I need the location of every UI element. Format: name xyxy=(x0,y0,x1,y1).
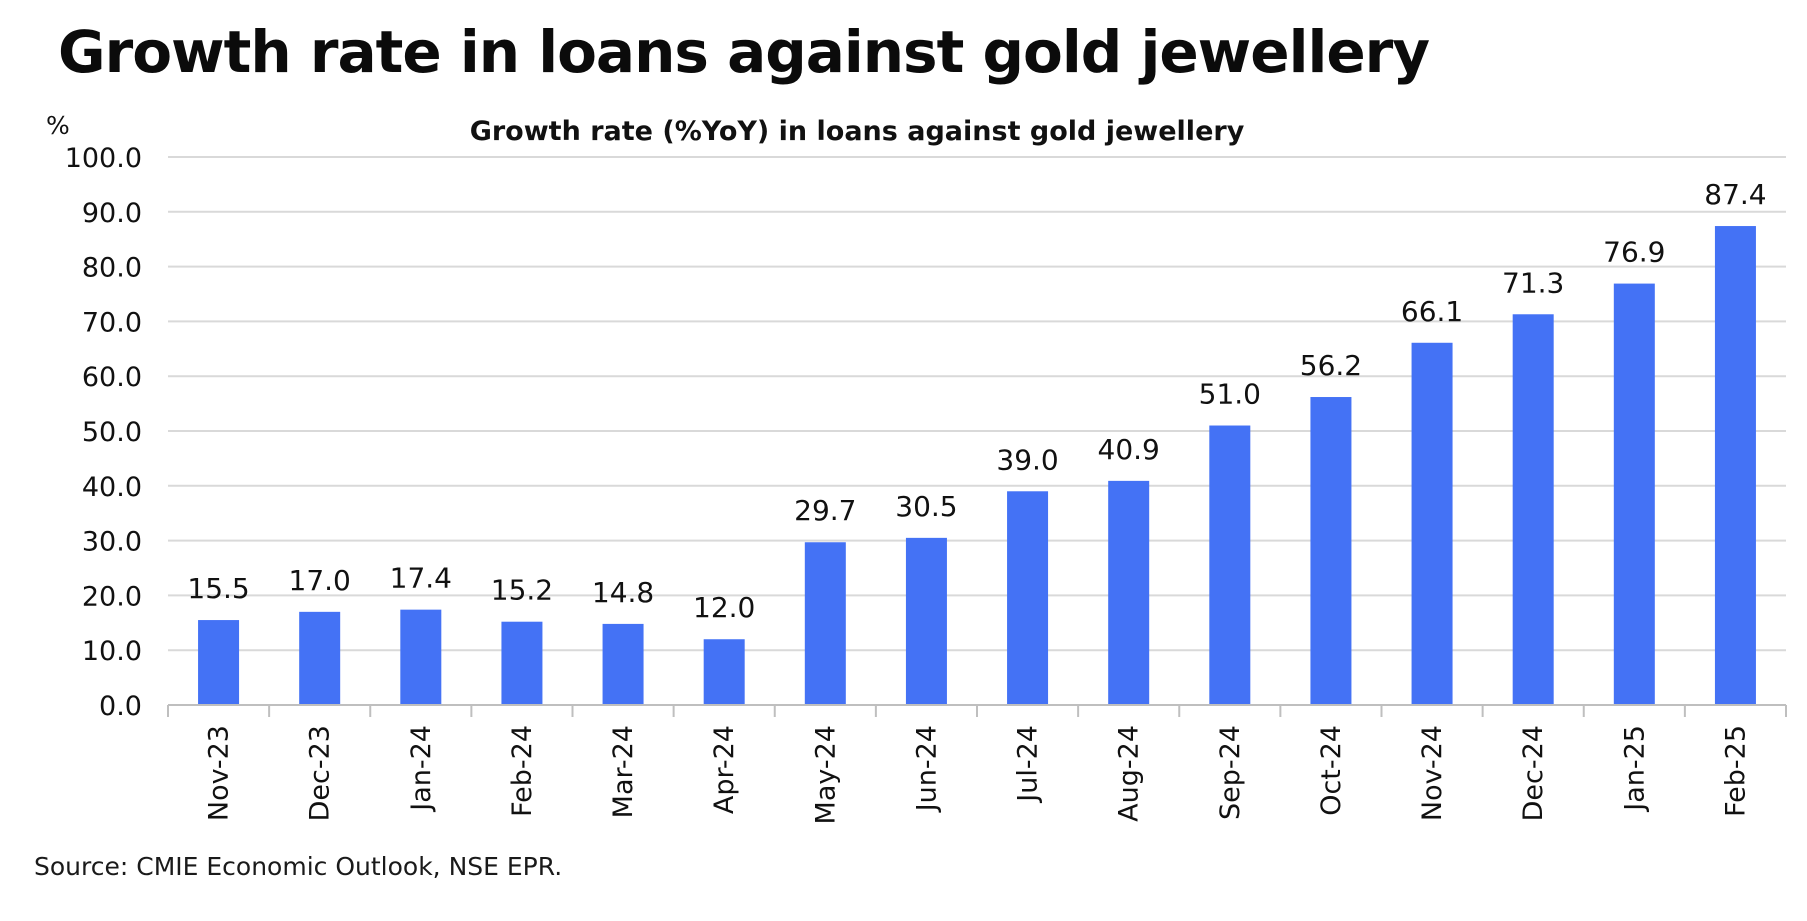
bar-may-24 xyxy=(804,542,846,705)
x-category-label: Nov-24 xyxy=(1417,725,1448,821)
x-category-label: Jan-25 xyxy=(1619,725,1650,813)
bar-jan-25 xyxy=(1613,283,1655,705)
x-category-label: Jun-24 xyxy=(911,725,942,813)
bars xyxy=(198,226,1756,705)
y-tick-label: 80.0 xyxy=(82,253,142,284)
bar-nov-24 xyxy=(1411,342,1453,705)
data-label: 12.0 xyxy=(693,591,755,624)
data-label: 29.7 xyxy=(794,494,856,527)
gridlines xyxy=(168,156,1786,652)
y-axis-ticks: 0.0 10.0 20.0 30.0 40.0 50.0 60.0 70.0 80.0 90.0 1… xyxy=(65,143,142,722)
x-category-label: Sep-24 xyxy=(1215,725,1246,820)
y-tick-label: 40.0 xyxy=(82,472,142,503)
bar-chart: Growth rate (%YoY) in loans against gold… xyxy=(46,111,1787,824)
y-tick-label: 100.0 xyxy=(65,143,142,174)
bar-feb-24 xyxy=(501,621,543,705)
data-label: 56.2 xyxy=(1300,349,1362,382)
x-category-label: Jul-24 xyxy=(1013,725,1044,804)
bar-mar-24 xyxy=(602,623,644,705)
data-label: 17.0 xyxy=(289,564,351,597)
x-category-label: Oct-24 xyxy=(1316,725,1347,816)
data-label: 39.0 xyxy=(996,443,1058,476)
x-category-label: Dec-23 xyxy=(305,725,336,821)
bar-dec-23 xyxy=(299,611,341,705)
x-category-label: Jan-24 xyxy=(406,725,437,813)
x-axis: Nov-23 Dec-23 Jan-24 Feb-24 Mar-24 Apr-24 May-… xyxy=(167,704,1787,824)
bar-apr-24 xyxy=(703,639,745,705)
y-tick-label: 60.0 xyxy=(82,362,142,393)
y-tick-label: 20.0 xyxy=(82,581,142,612)
data-label: 15.5 xyxy=(187,572,249,605)
data-label: 51.0 xyxy=(1199,378,1261,411)
bar-oct-24 xyxy=(1310,397,1352,705)
data-label: 40.9 xyxy=(1098,433,1160,466)
data-label: 17.4 xyxy=(390,562,452,595)
bar-sep-24 xyxy=(1209,425,1251,705)
y-tick-label: 10.0 xyxy=(82,636,142,667)
y-tick-label: 70.0 xyxy=(82,307,142,338)
x-category-label: Dec-24 xyxy=(1518,725,1549,821)
chart-title: Growth rate (%YoY) in loans against gold… xyxy=(470,116,1245,147)
data-label: 87.4 xyxy=(1704,178,1766,211)
data-label: 66.1 xyxy=(1401,295,1463,328)
data-label: 30.5 xyxy=(895,490,957,523)
bar-jan-24 xyxy=(400,609,442,705)
bar-aug-24 xyxy=(1108,480,1150,705)
bar-dec-24 xyxy=(1512,314,1554,705)
x-category-label: Apr-24 xyxy=(709,725,740,814)
headline: Growth rate in loans against gold jewell… xyxy=(58,18,1430,86)
x-category-label: Mar-24 xyxy=(608,725,639,818)
data-label: 71.3 xyxy=(1502,266,1564,299)
x-category-label: May-24 xyxy=(810,725,841,824)
bar-nov-23 xyxy=(198,620,240,705)
x-category-label: Aug-24 xyxy=(1114,725,1145,822)
x-category-label: Feb-25 xyxy=(1720,725,1751,817)
y-axis-unit-label: % xyxy=(46,111,70,140)
data-label: 14.8 xyxy=(592,576,654,609)
y-tick-label: 90.0 xyxy=(82,198,142,229)
bar-jul-24 xyxy=(1007,491,1049,705)
x-category-label: Feb-24 xyxy=(507,725,538,817)
data-labels: 15.5 17.0 17.4 15.2 14.8 12.0 29.7 30.5 39.0 40.9… xyxy=(187,178,1766,624)
y-tick-label: 0.0 xyxy=(99,691,142,722)
data-label: 76.9 xyxy=(1603,236,1665,269)
y-tick-label: 30.0 xyxy=(82,527,142,558)
data-label: 15.2 xyxy=(491,574,553,607)
bar-jun-24 xyxy=(905,537,947,705)
x-category-label: Nov-23 xyxy=(204,725,235,821)
source-note: Source: CMIE Economic Outlook, NSE EPR. xyxy=(34,852,563,881)
y-tick-label: 50.0 xyxy=(82,417,142,448)
bar-feb-25 xyxy=(1714,226,1756,705)
